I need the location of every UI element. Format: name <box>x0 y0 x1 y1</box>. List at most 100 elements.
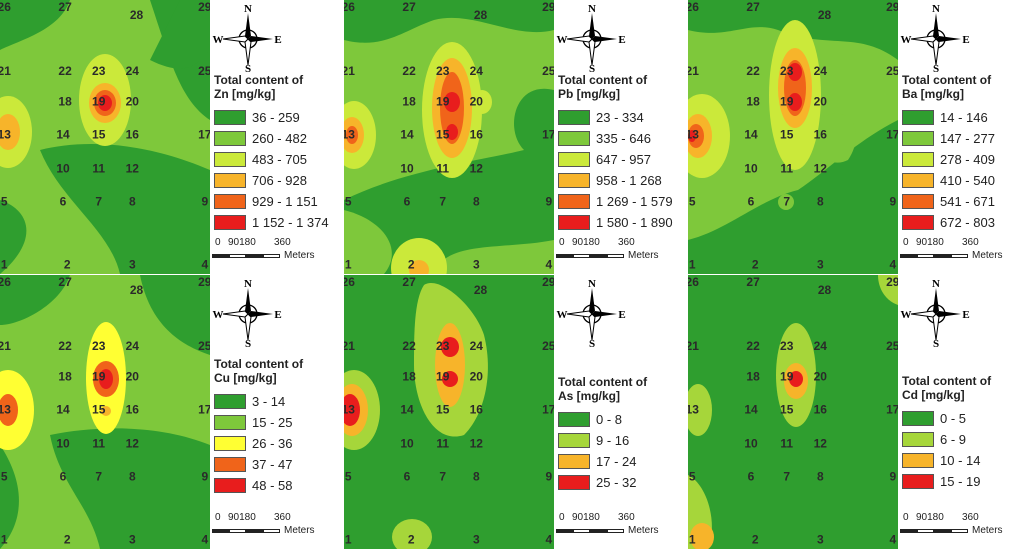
legend-title: Total content of <box>214 357 304 371</box>
scale-bar: 0 90180 360 Meters <box>212 512 337 536</box>
sample-point-label: 26 <box>344 0 355 14</box>
sample-point-label: 16 <box>814 127 828 141</box>
sample-point-label: 5 <box>345 194 352 208</box>
sample-point-label: 14 <box>744 402 758 416</box>
legend-swatch <box>558 215 590 230</box>
map-panel-ba: 1 2 3 4 5 6 7 8 9 10 11 12 13 14 15 16 17 18 19 20 21 22 23 24 2… <box>688 0 1023 274</box>
legend: 36 - 259 260 - 482 483 - 705 706 - 928 9… <box>214 107 329 233</box>
sample-point-label: 14 <box>400 402 414 416</box>
sample-point-label: 10 <box>744 437 758 451</box>
sample-point-label: 23 <box>436 339 450 353</box>
compass-w: W <box>557 34 568 46</box>
sample-point-label: 29 <box>542 0 554 14</box>
sample-point-label: 22 <box>402 339 416 353</box>
compass-w: W <box>213 309 224 321</box>
sample-point-label: 14 <box>56 402 70 416</box>
sample-point-label: 28 <box>818 8 832 22</box>
legend-swatch <box>558 110 590 125</box>
legend-item: 335 - 646 <box>558 128 673 149</box>
sample-point-label: 20 <box>126 369 140 383</box>
sample-point-label: 16 <box>126 402 140 416</box>
sample-point-label: 7 <box>783 194 790 208</box>
legend-item: 672 - 803 <box>902 212 995 233</box>
sample-point-label: 28 <box>130 283 144 297</box>
sample-point-label: 23 <box>92 64 106 78</box>
map-panel-as: 1 2 3 4 5 6 7 8 9 10 11 12 13 14 15 16 17 18 19 20 21 22 23 24 2… <box>344 275 683 549</box>
compass-e: E <box>618 309 625 321</box>
sample-point-label: 24 <box>470 64 484 78</box>
compass-s: S <box>589 338 595 347</box>
compass-s: S <box>245 338 251 347</box>
sample-point-label: 23 <box>92 339 106 353</box>
sample-point-label: 28 <box>474 283 488 297</box>
sample-point-label: 17 <box>542 127 554 141</box>
compass-n: N <box>244 279 252 290</box>
sample-point-label: 27 <box>746 275 760 289</box>
map-sidebar: N S W E Total content of Ba [mg/kg] 14 -… <box>896 0 1023 274</box>
scale-unit: Meters <box>972 525 1003 536</box>
sample-point-label: 25 <box>198 64 210 78</box>
sample-point-label: 24 <box>126 64 140 78</box>
sample-point-label: 11 <box>780 437 793 451</box>
compass-w: W <box>213 34 224 46</box>
sample-point-label: 26 <box>688 0 699 14</box>
sample-point-label: 22 <box>746 64 760 78</box>
sample-point-label: 2 <box>752 257 759 271</box>
legend: 14 - 146 147 - 277 278 - 409 410 - 540 5… <box>902 107 995 233</box>
sample-point-label: 13 <box>0 402 11 416</box>
sample-point-label: 11 <box>436 162 449 176</box>
sample-point-label: 8 <box>129 469 136 483</box>
legend-item: 260 - 482 <box>214 128 329 149</box>
sample-point-label: 27 <box>58 275 72 289</box>
sample-point-label: 15 <box>780 402 794 416</box>
sample-point-label: 26 <box>688 275 699 289</box>
sample-point-label: 29 <box>886 0 898 14</box>
sample-point-label: 27 <box>402 275 416 289</box>
legend-subtitle: Cu [mg/kg] <box>214 371 277 385</box>
north-arrow-icon: N S W E <box>213 4 282 72</box>
scale-unit: Meters <box>628 525 659 536</box>
sample-point-label: 4 <box>889 532 896 546</box>
sample-point-label: 25 <box>542 339 554 353</box>
compass-e: E <box>618 34 625 46</box>
sample-point-label: 24 <box>126 339 140 353</box>
sample-point-label: 15 <box>92 402 106 416</box>
legend-swatch <box>558 131 590 146</box>
sample-point-label: 14 <box>744 127 758 141</box>
sample-point-label: 25 <box>542 64 554 78</box>
sample-point-label: 2 <box>64 532 71 546</box>
sample-point-label: 3 <box>129 532 136 546</box>
sample-point-label: 21 <box>688 339 699 353</box>
sample-point-label: 12 <box>814 162 828 176</box>
sample-point-label: 17 <box>886 402 898 416</box>
sample-point-label: 20 <box>814 369 828 383</box>
legend-item: 14 - 146 <box>902 107 995 128</box>
compass-e: E <box>962 34 969 46</box>
sample-point-label: 14 <box>400 127 414 141</box>
sample-point-label: 26 <box>0 275 11 289</box>
sample-point-label: 22 <box>746 339 760 353</box>
sample-point-label: 22 <box>58 64 72 78</box>
sample-point-label: 12 <box>470 437 484 451</box>
sample-point-label: 13 <box>344 402 355 416</box>
compass-n: N <box>588 279 596 290</box>
sample-point-label: 3 <box>129 257 136 271</box>
legend-swatch <box>558 433 590 448</box>
sample-point-label: 19 <box>436 369 450 383</box>
sample-point-label: 29 <box>198 275 210 289</box>
compass-n: N <box>588 4 596 15</box>
legend-swatch <box>214 152 246 167</box>
sample-point-label: 7 <box>95 194 102 208</box>
sample-point-label: 9 <box>201 469 208 483</box>
sample-point-label: 8 <box>129 194 136 208</box>
sample-point-label: 13 <box>0 127 11 141</box>
sample-point-label: 16 <box>126 127 140 141</box>
sample-point-label: 4 <box>889 257 896 271</box>
sample-point-label: 3 <box>817 532 824 546</box>
sample-point-label: 11 <box>92 162 105 176</box>
sample-point-label: 11 <box>780 162 793 176</box>
